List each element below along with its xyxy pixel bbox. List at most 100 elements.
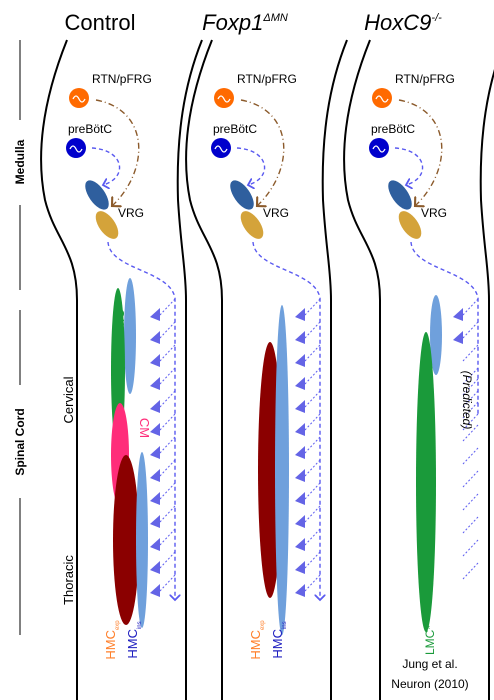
branch bbox=[159, 321, 176, 339]
synapse bbox=[150, 492, 160, 505]
hmc-text: HMC bbox=[248, 630, 263, 660]
synapse bbox=[150, 515, 160, 528]
column: ControlRTN/pFRGpreBötCVRGLMCCMHMCexpHMCi… bbox=[40, 10, 203, 700]
descending-path bbox=[252, 241, 320, 600]
branch bbox=[159, 459, 176, 477]
synapse bbox=[150, 308, 160, 321]
synapse bbox=[150, 354, 160, 367]
projection bbox=[91, 147, 121, 185]
synapse bbox=[150, 423, 160, 436]
branch bbox=[304, 390, 321, 408]
vrg-label: VRG bbox=[263, 206, 289, 220]
synapse bbox=[295, 561, 305, 574]
rtn-label: RTN/pFRG bbox=[395, 72, 455, 86]
hmc-exp-label: HMCexp bbox=[248, 620, 266, 660]
branch bbox=[304, 459, 321, 477]
vrg-caudal bbox=[95, 211, 119, 239]
synapse bbox=[295, 377, 305, 390]
synapse bbox=[295, 538, 305, 551]
vrg-caudal bbox=[398, 211, 422, 239]
oscillator-wave bbox=[72, 95, 86, 103]
hmc-subscript: ins bbox=[282, 621, 288, 629]
citation: Jung et al. bbox=[402, 657, 457, 671]
branch bbox=[462, 470, 479, 488]
vrg-label: VRG bbox=[421, 206, 447, 220]
branch bbox=[462, 298, 479, 316]
lmc-pool bbox=[124, 278, 136, 394]
branch bbox=[159, 344, 176, 362]
hmc-ins-label: HMCins bbox=[270, 621, 288, 658]
descending-path bbox=[410, 241, 479, 415]
branch bbox=[159, 505, 176, 523]
citation: Neuron (2010) bbox=[391, 677, 468, 691]
synapse bbox=[150, 561, 160, 574]
synapse bbox=[453, 331, 463, 344]
hmc-subscript: exp bbox=[260, 620, 266, 630]
branch bbox=[159, 482, 176, 500]
branch bbox=[462, 344, 479, 362]
branch bbox=[159, 390, 176, 408]
boundary bbox=[321, 39, 348, 700]
rtn-label: RTN/pFRG bbox=[237, 72, 297, 86]
synapse bbox=[295, 308, 305, 321]
column-title: HoxC9-/- bbox=[364, 10, 442, 35]
hmc-subscript: ins bbox=[137, 621, 143, 629]
branch bbox=[159, 436, 176, 454]
oscillator-wave bbox=[214, 145, 228, 153]
lmc-pool bbox=[430, 295, 442, 375]
branch bbox=[304, 321, 321, 339]
vrg-caudal bbox=[240, 211, 264, 239]
medulla-label: Medulla bbox=[13, 139, 27, 184]
lmc-label: LMC bbox=[112, 309, 127, 336]
projection bbox=[236, 147, 266, 185]
synapse bbox=[150, 584, 160, 597]
vrg-rostral bbox=[230, 180, 254, 210]
prebotc-label: preBötC bbox=[68, 122, 112, 136]
synapse bbox=[295, 446, 305, 459]
column-title: Control bbox=[65, 10, 136, 35]
title-superscript: ΔMN bbox=[262, 12, 288, 24]
branch bbox=[462, 539, 479, 557]
oscillator-wave bbox=[217, 95, 231, 103]
branch bbox=[159, 574, 176, 592]
hmc-ins-pool bbox=[275, 305, 289, 635]
boundary bbox=[176, 39, 203, 700]
branch bbox=[462, 447, 479, 465]
synapse bbox=[150, 469, 160, 482]
projection bbox=[394, 147, 424, 185]
branch bbox=[159, 413, 176, 431]
synapse bbox=[295, 492, 305, 505]
branch bbox=[304, 344, 321, 362]
branch bbox=[159, 367, 176, 385]
synapse bbox=[295, 515, 305, 528]
cm-label: CM bbox=[137, 418, 152, 438]
title-superscript: -/- bbox=[431, 12, 442, 24]
boundary bbox=[40, 39, 78, 700]
title-text: Control bbox=[65, 10, 136, 35]
hmc-exp-label: HMCexp bbox=[103, 620, 121, 660]
synapse bbox=[150, 377, 160, 390]
branch bbox=[462, 562, 479, 580]
synapse bbox=[150, 331, 160, 344]
hmc-ins-label: HMCins bbox=[125, 621, 143, 658]
title-text: Foxp1 bbox=[202, 10, 263, 35]
oscillator-wave bbox=[69, 145, 83, 153]
oscillator-wave bbox=[372, 145, 386, 153]
descending-path bbox=[107, 241, 175, 600]
branch bbox=[462, 516, 479, 534]
synapse bbox=[295, 400, 305, 413]
hmc-ins-pool bbox=[136, 452, 148, 628]
lmc-pool-green bbox=[416, 332, 436, 632]
prebotc-label: preBötC bbox=[213, 122, 257, 136]
projection bbox=[240, 99, 285, 206]
branch bbox=[159, 298, 176, 316]
synapse bbox=[295, 423, 305, 436]
synapse bbox=[295, 469, 305, 482]
branch bbox=[304, 367, 321, 385]
hmc-text: HMC bbox=[125, 629, 140, 659]
boundary bbox=[479, 69, 494, 700]
branch bbox=[304, 482, 321, 500]
boundary bbox=[185, 39, 223, 700]
